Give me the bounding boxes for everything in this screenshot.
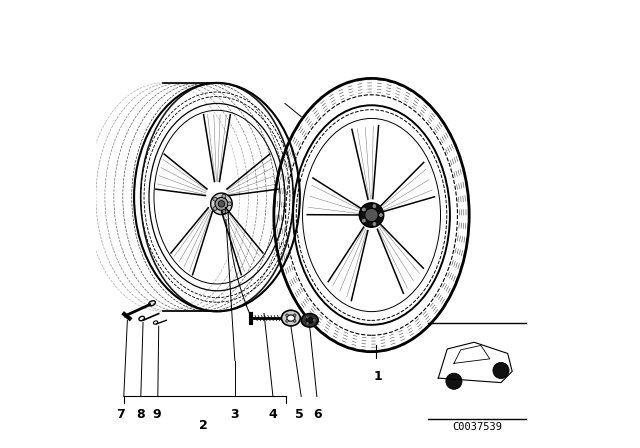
Ellipse shape (282, 310, 300, 326)
Circle shape (365, 208, 378, 222)
Circle shape (379, 213, 383, 217)
Ellipse shape (306, 318, 314, 323)
Circle shape (313, 319, 316, 322)
Circle shape (362, 218, 366, 223)
Circle shape (293, 319, 296, 322)
Circle shape (211, 193, 232, 215)
Circle shape (213, 197, 217, 201)
Circle shape (493, 362, 509, 379)
Circle shape (372, 222, 377, 226)
Circle shape (306, 322, 309, 325)
Text: C0037539: C0037539 (452, 422, 502, 432)
Circle shape (213, 207, 217, 211)
Circle shape (285, 314, 289, 317)
Circle shape (222, 194, 226, 198)
Text: 7: 7 (116, 408, 125, 421)
Circle shape (446, 373, 462, 389)
Text: 9: 9 (152, 408, 161, 421)
Text: 5: 5 (296, 408, 304, 421)
Text: 8: 8 (136, 408, 145, 421)
Text: 3: 3 (230, 408, 239, 421)
Circle shape (362, 207, 366, 212)
Text: 6: 6 (314, 408, 322, 421)
Circle shape (218, 201, 225, 207)
Circle shape (285, 319, 289, 322)
Circle shape (293, 314, 296, 317)
Circle shape (306, 316, 309, 319)
Circle shape (228, 202, 232, 206)
Circle shape (215, 198, 228, 210)
Text: 1: 1 (374, 370, 383, 383)
Circle shape (222, 210, 226, 213)
Circle shape (372, 204, 377, 208)
Text: 4: 4 (269, 408, 277, 421)
Text: 2: 2 (199, 419, 208, 432)
Ellipse shape (287, 315, 295, 321)
Circle shape (359, 203, 384, 227)
Ellipse shape (301, 314, 318, 327)
